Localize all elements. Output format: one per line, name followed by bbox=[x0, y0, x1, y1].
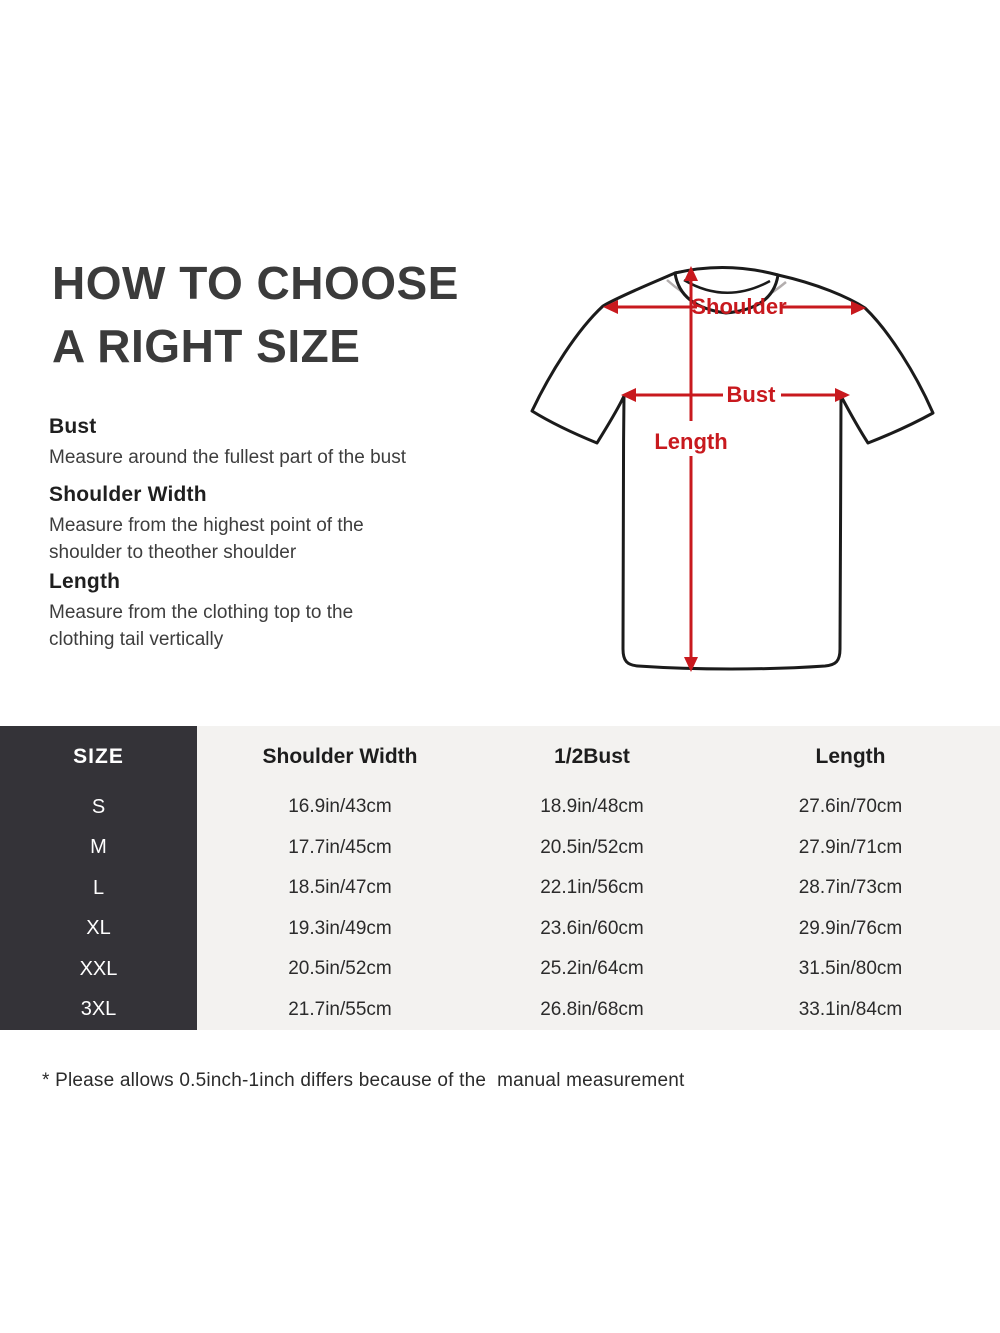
length-value: 28.7in/73cm bbox=[701, 868, 1000, 909]
bust-arrow-label: Bust bbox=[727, 382, 777, 407]
shoulder-arrow-label: Shoulder bbox=[691, 294, 787, 319]
size-table-header-shoulder: Shoulder Width bbox=[197, 726, 483, 787]
length-value: 27.6in/70cm bbox=[701, 787, 1000, 828]
tshirt-measurement-diagram: Shoulder Bust Length bbox=[520, 253, 960, 677]
length-value: 33.1in/84cm bbox=[701, 989, 1000, 1030]
size-row-label: XXL bbox=[0, 949, 197, 990]
size-table-header-bust: 1/2Bust bbox=[483, 726, 701, 787]
size-row-label: 3XL bbox=[0, 989, 197, 1030]
bust-value: 26.8in/68cm bbox=[483, 989, 701, 1030]
tshirt-body-outline bbox=[530, 266, 935, 671]
bust-arrow bbox=[621, 388, 850, 402]
instruction-shoulder-width: Shoulder Width Measure from the highest … bbox=[49, 483, 449, 566]
shoulder-value: 19.3in/49cm bbox=[197, 908, 483, 949]
bust-value: 18.9in/48cm bbox=[483, 787, 701, 828]
page-title-line2: A RIGHT SIZE bbox=[52, 320, 361, 372]
instruction-shoulder-text: Measure from the highest point of the sh… bbox=[49, 515, 364, 563]
length-value: 27.9in/71cm bbox=[701, 827, 1000, 868]
instruction-bust-heading: Bust bbox=[49, 415, 97, 438]
shoulder-value: 21.7in/55cm bbox=[197, 989, 483, 1030]
size-table-header-size: SIZE bbox=[0, 726, 197, 787]
length-value: 29.9in/76cm bbox=[701, 908, 1000, 949]
length-value: 31.5in/80cm bbox=[701, 949, 1000, 990]
page-title: HOW TO CHOOSE A RIGHT SIZE bbox=[52, 252, 459, 378]
size-table-header-length: Length bbox=[701, 726, 1000, 787]
size-row-label: M bbox=[0, 827, 197, 868]
shoulder-value: 20.5in/52cm bbox=[197, 949, 483, 990]
shoulder-value: 16.9in/43cm bbox=[197, 787, 483, 828]
bust-value: 22.1in/56cm bbox=[483, 868, 701, 909]
size-row-label: XL bbox=[0, 908, 197, 949]
size-row-label: S bbox=[0, 787, 197, 828]
length-arrow bbox=[684, 266, 698, 672]
instruction-length-text: Measure from the clothing top to the clo… bbox=[49, 602, 354, 650]
instruction-bust: Bust Measure around the fullest part of … bbox=[49, 415, 449, 471]
shoulder-value: 18.5in/47cm bbox=[197, 868, 483, 909]
instruction-bust-text: Measure around the fullest part of the b… bbox=[49, 447, 406, 468]
shoulder-value: 17.7in/45cm bbox=[197, 827, 483, 868]
bust-value: 23.6in/60cm bbox=[483, 908, 701, 949]
tshirt-outline-drawing: Shoulder Bust Length bbox=[530, 265, 935, 672]
page-title-line1: HOW TO CHOOSE bbox=[52, 257, 459, 309]
length-arrow-label: Length bbox=[654, 429, 727, 454]
instruction-length: Length Measure from the clothing top to … bbox=[49, 570, 449, 653]
measurement-disclaimer: * Please allows 0.5inch-1inch differs be… bbox=[42, 1070, 685, 1091]
instruction-shoulder-heading: Shoulder Width bbox=[49, 483, 207, 506]
size-row-label: L bbox=[0, 868, 197, 909]
bust-value: 25.2in/64cm bbox=[483, 949, 701, 990]
bust-value: 20.5in/52cm bbox=[483, 827, 701, 868]
size-table: SIZE Shoulder Width 1/2Bust Length S 16.… bbox=[0, 726, 1000, 1030]
shoulder-arrow bbox=[603, 300, 866, 315]
instruction-length-heading: Length bbox=[49, 570, 121, 593]
